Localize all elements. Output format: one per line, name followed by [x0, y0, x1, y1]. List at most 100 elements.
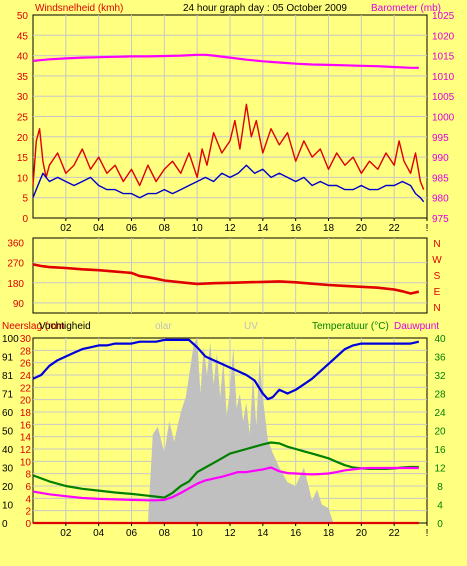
temperature-tick-label: 8 [437, 482, 443, 493]
rain-tick-label: 30 [20, 334, 32, 345]
climate-x-label: 04 [93, 528, 105, 539]
wind-speed-tick-label: 45 [17, 31, 29, 42]
humidity-line [32, 338, 420, 401]
rain-tick-label: 18 [20, 408, 32, 419]
barometer-tick-label: 995 [432, 133, 449, 144]
barometer-tick-label: 1025 [432, 11, 455, 22]
wind-speed-tick-label: 5 [22, 194, 28, 205]
humidity-tick-label: 81 [2, 371, 14, 382]
temperature-tick-label: 4 [437, 501, 443, 512]
direction-tick-label: 270 [7, 259, 24, 270]
wind-speed-tick-label: 15 [17, 153, 29, 164]
wind-speed-tick-label: 40 [17, 52, 29, 63]
climate-x-label: 14 [257, 528, 269, 539]
rain-tick-label: 24 [20, 371, 32, 382]
compass-label: E [434, 287, 441, 298]
temperature-tick-label: 12 [434, 464, 446, 475]
wind-x-label: 06 [126, 223, 138, 234]
climate-x-label: 10 [192, 528, 204, 539]
climate-x-label: 16 [290, 528, 302, 539]
direction-tick-label: 180 [7, 279, 24, 290]
temperature-tick-label: 16 [434, 445, 446, 456]
dewpoint-axis-label: Dauwpunt [394, 321, 439, 332]
temperature-tick-label: 24 [434, 408, 446, 419]
temperature-tick-label: 40 [434, 334, 446, 345]
humidity-tick-label: 0 [2, 519, 8, 530]
humidity-tick-label: 71 [2, 390, 14, 401]
wind-x-label: 12 [224, 223, 236, 234]
temperature-tick-label: 36 [434, 353, 446, 364]
uv-axis-label: UV [244, 321, 258, 332]
rain-tick-label: 12 [20, 445, 32, 456]
rain-tick-label: 10 [20, 457, 32, 468]
wind-x-label: 08 [159, 223, 171, 234]
compass-label: S [434, 271, 441, 282]
wind-x-label: 02 [60, 223, 72, 234]
wind-speed-tick-label: 30 [17, 92, 29, 103]
rain-tick-label: 8 [25, 470, 31, 481]
wind-x-label: 20 [356, 223, 368, 234]
barometer-tick-label: 975 [432, 214, 449, 225]
humidity-tick-label: 30 [2, 464, 14, 475]
rain-axis-label: Neerslag (mm [2, 321, 65, 332]
climate-x-label: 02 [60, 528, 72, 539]
compass-label: W [432, 255, 442, 266]
wind-speed-tick-label: 10 [17, 173, 29, 184]
wind-x-label: 16 [290, 223, 302, 234]
compass-label: N [433, 303, 440, 314]
barometer-line [32, 53, 419, 69]
barometer-axis-label: Barometer (mb) [371, 3, 441, 14]
wind-x-label: 18 [323, 223, 335, 234]
humidity-tick-label: 91 [2, 353, 14, 364]
temperature-tick-label: 28 [434, 390, 446, 401]
humidity-tick-label: 50 [2, 427, 14, 438]
humidity-tick-label: 100 [2, 334, 19, 345]
wind-direction-line [32, 263, 420, 295]
climate-x-label: 06 [126, 528, 138, 539]
barometer-tick-label: 1010 [432, 72, 455, 83]
rain-tick-label: 26 [20, 359, 32, 370]
humidity-tick-label: 40 [2, 445, 14, 456]
climate-x-label: ! [426, 528, 429, 539]
wind-gust-line [32, 103, 425, 190]
climate-x-label: 22 [389, 528, 401, 539]
humidity-axis-label: Vochtigheid [39, 321, 91, 332]
climate-x-label: 08 [159, 528, 171, 539]
humidity-tick-label: 10 [2, 501, 14, 512]
wind-x-label: 04 [93, 223, 105, 234]
wind-average-line [32, 164, 425, 203]
chart-title: 24 hour graph day : 05 October 2009 [183, 3, 347, 14]
wind-x-label: 14 [257, 223, 269, 234]
barometer-tick-label: 1005 [432, 92, 455, 103]
direction-tick-label: 90 [13, 299, 25, 310]
humidity-tick-label: 60 [2, 408, 14, 419]
temperature-axis-label: Temperatuur (°C) [312, 321, 389, 332]
barometer-tick-label: 980 [432, 194, 449, 205]
rain-tick-label: 4 [25, 494, 31, 505]
barometer-tick-label: 1020 [432, 31, 455, 42]
barometer-tick-label: 1015 [432, 52, 455, 63]
humidity-tick-label: 20 [2, 482, 14, 493]
rain-tick-label: 28 [20, 346, 32, 357]
wind-speed-tick-label: 50 [17, 11, 29, 22]
temperature-tick-label: 20 [434, 427, 446, 438]
wind-speed-tick-label: 25 [17, 113, 29, 124]
dewpoint-line [32, 466, 419, 502]
solar-axis-label: olar [155, 321, 172, 332]
wind-x-label: 10 [192, 223, 204, 234]
rain-tick-label: 14 [20, 433, 32, 444]
climate-x-label: 20 [356, 528, 368, 539]
wind-speed-tick-label: 0 [22, 214, 28, 225]
temperature-tick-label: 0 [437, 519, 443, 530]
wind-speed-tick-label: 20 [17, 133, 29, 144]
barometer-tick-label: 990 [432, 153, 449, 164]
rain-tick-label: 2 [25, 507, 31, 518]
barometer-tick-label: 985 [432, 173, 449, 184]
wind-x-label: ! [426, 223, 429, 234]
wind-x-label: 22 [389, 223, 401, 234]
wind-speed-tick-label: 35 [17, 72, 29, 83]
barometer-tick-label: 1000 [432, 113, 455, 124]
compass-label: N [433, 239, 440, 250]
temperature-tick-label: 32 [434, 371, 446, 382]
